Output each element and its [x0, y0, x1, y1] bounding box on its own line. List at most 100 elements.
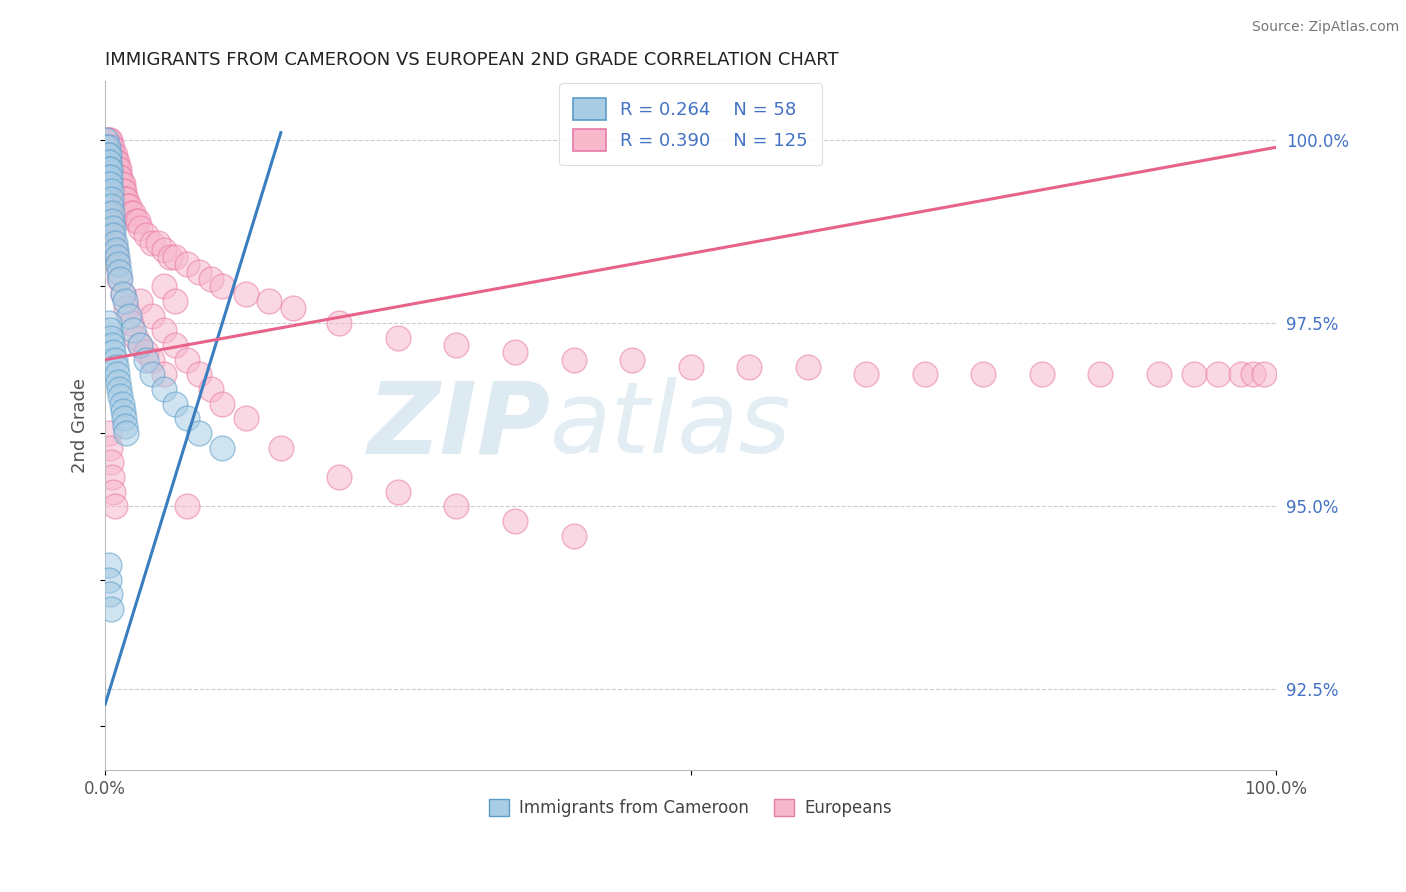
Point — [117, 199, 139, 213]
Point — [187, 368, 209, 382]
Point — [97, 140, 120, 154]
Point — [141, 368, 163, 382]
Point — [108, 162, 131, 177]
Point — [98, 162, 121, 177]
Point — [1031, 368, 1053, 382]
Point — [159, 250, 181, 264]
Point — [503, 514, 526, 528]
Point — [100, 199, 122, 213]
Point — [104, 243, 127, 257]
Point — [135, 228, 157, 243]
Point — [115, 192, 138, 206]
Point — [135, 345, 157, 359]
Point — [108, 265, 131, 279]
Point — [200, 382, 222, 396]
Point — [387, 331, 409, 345]
Point — [111, 286, 134, 301]
Point — [105, 250, 128, 264]
Point — [103, 147, 125, 161]
Point — [107, 169, 129, 184]
Point — [100, 331, 122, 345]
Point — [1147, 368, 1170, 382]
Point — [112, 192, 135, 206]
Point — [621, 352, 644, 367]
Point — [129, 338, 152, 352]
Point — [122, 323, 145, 337]
Point — [97, 316, 120, 330]
Point — [96, 140, 118, 154]
Point — [105, 169, 128, 184]
Point — [101, 228, 124, 243]
Point — [108, 169, 131, 184]
Point — [117, 199, 139, 213]
Point — [387, 484, 409, 499]
Point — [152, 323, 174, 337]
Point — [103, 155, 125, 169]
Point — [135, 352, 157, 367]
Point — [972, 368, 994, 382]
Point — [103, 162, 125, 177]
Point — [97, 162, 120, 177]
Point — [104, 155, 127, 169]
Point — [165, 250, 187, 264]
Point — [98, 587, 121, 601]
Point — [114, 192, 136, 206]
Point — [146, 235, 169, 250]
Point — [114, 294, 136, 309]
Point — [97, 206, 120, 220]
Text: IMMIGRANTS FROM CAMEROON VS EUROPEAN 2ND GRADE CORRELATION CHART: IMMIGRANTS FROM CAMEROON VS EUROPEAN 2ND… — [105, 51, 839, 69]
Point — [101, 155, 124, 169]
Point — [103, 235, 125, 250]
Point — [98, 140, 121, 154]
Point — [562, 352, 585, 367]
Point — [110, 397, 132, 411]
Point — [122, 206, 145, 220]
Point — [141, 309, 163, 323]
Point — [103, 162, 125, 177]
Point — [111, 286, 134, 301]
Point — [446, 500, 468, 514]
Point — [98, 147, 121, 161]
Point — [855, 368, 877, 382]
Point — [97, 133, 120, 147]
Point — [165, 338, 187, 352]
Point — [110, 177, 132, 191]
Point — [96, 147, 118, 161]
Point — [101, 213, 124, 227]
Point — [97, 147, 120, 161]
Point — [111, 184, 134, 198]
Point — [101, 338, 124, 352]
Point — [112, 411, 135, 425]
Point — [103, 484, 125, 499]
Point — [152, 279, 174, 293]
Point — [103, 345, 125, 359]
Point — [235, 286, 257, 301]
Point — [98, 323, 121, 337]
Point — [104, 250, 127, 264]
Point — [110, 272, 132, 286]
Point — [97, 155, 120, 169]
Point — [796, 360, 818, 375]
Point — [111, 404, 134, 418]
Point — [328, 470, 350, 484]
Point — [679, 360, 702, 375]
Point — [96, 147, 118, 161]
Point — [117, 309, 139, 323]
Point — [100, 184, 122, 198]
Point — [738, 360, 761, 375]
Point — [100, 455, 122, 469]
Point — [235, 411, 257, 425]
Point — [97, 169, 120, 184]
Point — [110, 177, 132, 191]
Point — [100, 155, 122, 169]
Point — [129, 220, 152, 235]
Point — [96, 140, 118, 154]
Point — [141, 235, 163, 250]
Point — [1206, 368, 1229, 382]
Point — [152, 368, 174, 382]
Point — [1253, 368, 1275, 382]
Point — [200, 272, 222, 286]
Point — [176, 352, 198, 367]
Point — [1230, 368, 1253, 382]
Point — [96, 147, 118, 161]
